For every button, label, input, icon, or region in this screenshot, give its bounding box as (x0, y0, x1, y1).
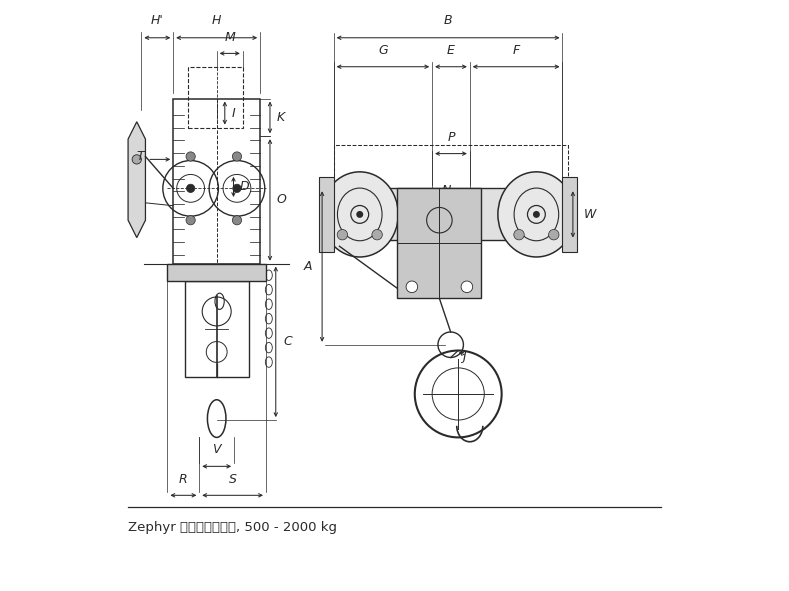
Text: K: K (277, 111, 285, 124)
Circle shape (132, 155, 141, 164)
Text: W: W (583, 208, 596, 221)
Text: J: J (462, 350, 466, 363)
Polygon shape (128, 122, 145, 238)
Polygon shape (167, 264, 266, 281)
Circle shape (186, 152, 195, 161)
Text: G: G (378, 44, 387, 57)
Circle shape (337, 229, 348, 240)
Text: S: S (229, 473, 237, 486)
Text: V: V (212, 443, 221, 456)
Circle shape (232, 216, 241, 225)
Text: C: C (283, 335, 292, 348)
Text: T: T (136, 150, 144, 163)
Polygon shape (398, 189, 481, 298)
Circle shape (357, 211, 363, 218)
Circle shape (514, 229, 524, 240)
Text: O: O (277, 193, 286, 206)
Polygon shape (334, 189, 563, 241)
Text: D: D (239, 180, 249, 193)
Circle shape (461, 281, 473, 293)
Ellipse shape (321, 172, 398, 257)
Polygon shape (320, 177, 334, 252)
Polygon shape (563, 177, 577, 252)
Text: Zephyr 小车组合手推式, 500 - 2000 kg: Zephyr 小车组合手推式, 500 - 2000 kg (128, 521, 337, 534)
Circle shape (186, 184, 195, 193)
Text: P: P (447, 131, 454, 144)
Circle shape (406, 281, 417, 293)
Text: E: E (447, 44, 455, 57)
Text: M: M (224, 31, 235, 44)
Ellipse shape (498, 172, 575, 257)
Text: B: B (443, 14, 452, 27)
Text: H': H' (151, 14, 163, 27)
Text: F: F (513, 44, 520, 57)
Text: A: A (303, 260, 312, 273)
Circle shape (372, 229, 383, 240)
Text: H: H (212, 14, 222, 27)
Circle shape (232, 152, 241, 161)
Text: R: R (179, 473, 188, 486)
Circle shape (548, 229, 559, 240)
Circle shape (233, 184, 241, 193)
Text: N: N (442, 184, 451, 197)
Circle shape (533, 211, 540, 218)
Circle shape (186, 216, 195, 225)
Text: I: I (232, 106, 235, 119)
